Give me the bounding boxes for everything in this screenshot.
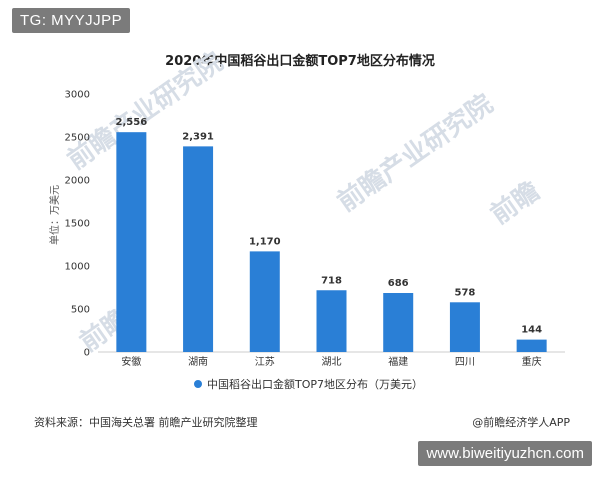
data-label: 686	[388, 278, 409, 289]
y-tick-label: 2000	[65, 176, 90, 187]
data-label: 718	[321, 275, 342, 286]
bar	[516, 339, 547, 352]
watermark-text: 前瞻	[485, 175, 545, 230]
chart-title: 2020年中国稻谷出口金额TOP7地区分布情况	[165, 54, 435, 69]
legend-marker	[194, 380, 202, 388]
y-tick-label: 1000	[65, 262, 90, 273]
data-label: 578	[454, 287, 475, 298]
y-tick-label: 1500	[65, 219, 90, 230]
y-tick-label: 500	[71, 305, 90, 316]
x-tick-label: 安徽	[121, 355, 141, 368]
label-layer: 2,556 安徽 2,391 湖南 1,170 江苏 718 湖北 686 福建 578 四川 144 重…	[116, 117, 543, 368]
watermark-text: 前瞻产业研究院	[332, 88, 499, 218]
source-note: 资料来源：中国海关总署 前瞻产业研究院整理	[34, 416, 258, 429]
data-label: 144	[521, 325, 542, 336]
credit-note: @前瞻经济学人APP	[472, 416, 570, 429]
bar	[249, 251, 280, 352]
x-tick-label: 福建	[388, 355, 408, 368]
x-tick-label: 湖南	[188, 355, 208, 368]
data-label: 1,170	[249, 236, 281, 247]
url-badge: www.biweitiyuzhcn.com	[418, 441, 592, 466]
x-tick-label: 四川	[455, 357, 475, 368]
data-label: 2,556	[116, 117, 148, 128]
y-axis-label: 单位：万美元	[48, 185, 61, 245]
x-tick-label: 重庆	[522, 355, 542, 368]
bar	[183, 146, 214, 352]
bar	[316, 290, 347, 352]
bar	[449, 302, 480, 352]
x-tick-label: 江苏	[255, 355, 275, 368]
y-tick-label: 3000	[65, 90, 90, 101]
y-tick-label: 2500	[65, 133, 90, 144]
data-label: 2,391	[182, 131, 214, 142]
legend-label: 中国稻谷出口金额TOP7地区分布（万美元）	[207, 377, 423, 391]
x-tick-label: 湖北	[322, 356, 342, 368]
bar	[383, 293, 414, 352]
legend-layer: 中国稻谷出口金额TOP7地区分布（万美元）	[194, 377, 423, 391]
bar-layer	[116, 132, 547, 352]
bar	[116, 132, 147, 352]
y-tick-label: 0	[84, 348, 90, 359]
channel-badge: TG: MYYJJPP	[12, 8, 131, 33]
